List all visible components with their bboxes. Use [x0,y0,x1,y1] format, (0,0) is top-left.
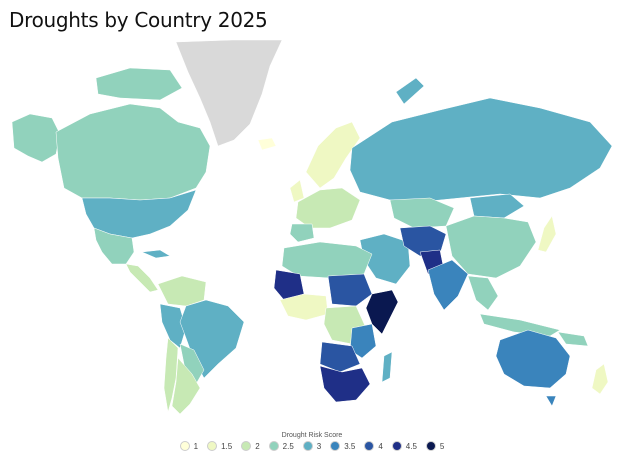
iceland[interactable] [257,137,277,151]
legend-label: 2 [255,441,260,451]
tasmania[interactable] [545,395,557,407]
greenland[interactable] [175,39,283,147]
legend-item[interactable]: 3.5 [330,441,355,451]
legend-label: 1.5 [221,441,233,451]
legend-swatch [241,441,252,451]
legend-label: 3.5 [344,441,356,451]
novaya-zemlya[interactable] [395,77,425,105]
southeast-asia[interactable] [467,275,499,311]
alaska[interactable] [11,113,61,163]
legend-label: 2.5 [282,441,294,451]
russia[interactable] [349,97,613,203]
china[interactable] [445,215,537,279]
sudan-chad[interactable] [327,273,373,307]
legend-swatch [302,441,313,451]
peru-ecuador[interactable] [159,303,187,349]
legend-item[interactable]: 2 [241,441,260,451]
legend-swatch [330,441,341,451]
legend-item[interactable]: 1.5 [207,441,232,451]
argentina[interactable] [171,357,201,415]
angola-zambia[interactable] [319,341,361,373]
japan[interactable] [537,215,557,253]
legend-swatch [391,441,402,451]
southern-africa[interactable] [319,365,371,403]
legend-label: 1 [193,441,199,451]
legend-swatch [364,441,375,451]
chart-title: Droughts by Country 2025 [9,8,268,32]
legend-swatch [179,441,190,451]
legend-item[interactable]: 4 [364,441,383,451]
canada[interactable] [55,103,211,201]
colombia-venezuela[interactable] [157,275,207,307]
mongolia[interactable] [469,193,525,219]
legend-item[interactable]: 3 [302,441,322,451]
legend-label: 4.5 [405,441,417,451]
canadian-archipelago[interactable] [95,67,183,101]
scandinavia[interactable] [305,121,361,189]
india[interactable] [427,259,469,311]
legend-item[interactable]: 4.5 [391,441,417,451]
legend-title: Drought Risk Score [281,432,343,439]
kazakhstan[interactable] [389,197,455,229]
legend-swatch [207,441,218,451]
indonesia[interactable] [479,313,561,337]
australia[interactable] [495,329,571,389]
legend-swatch [425,441,436,451]
legend-item[interactable]: 1 [179,441,199,451]
western-europe[interactable] [295,187,361,229]
world-map [11,39,613,415]
iberia[interactable] [289,223,315,243]
horn-of-africa[interactable] [365,289,399,335]
papua-new-guinea[interactable] [557,331,589,347]
legend-label: 3 [316,441,322,451]
new-zealand[interactable] [591,363,609,395]
legend-item[interactable]: 5 [425,441,445,451]
chile[interactable] [163,337,179,413]
legend-label: 5 [439,441,445,451]
legend: 1 1.5 2 2.5 3 3.5 4 4.5 5 [0,441,624,451]
legend-label: 4 [378,441,383,451]
legend-swatch [268,441,279,451]
cuba[interactable] [141,249,171,259]
central-america[interactable] [125,263,159,293]
north-africa[interactable] [281,241,373,279]
madagascar[interactable] [381,351,393,383]
legend-item[interactable]: 2.5 [268,441,294,451]
uk-ireland[interactable] [289,179,305,203]
